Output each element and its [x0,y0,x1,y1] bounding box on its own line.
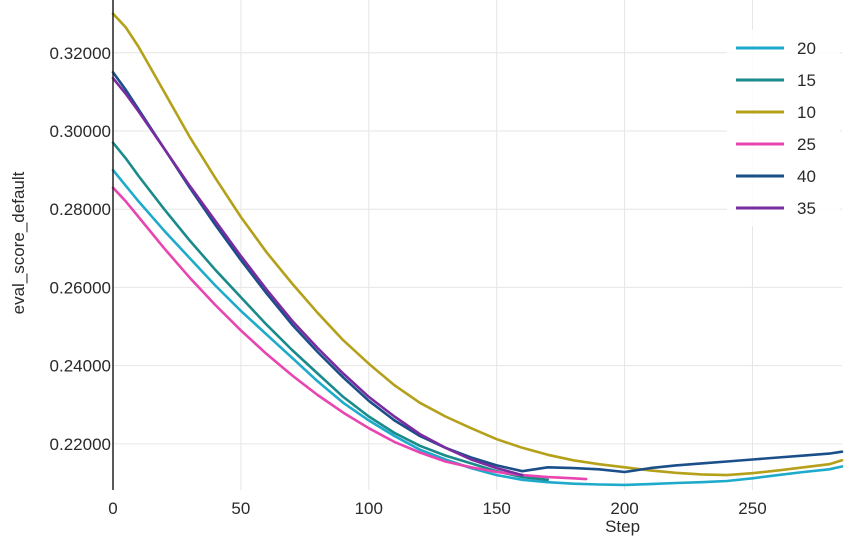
y-tick-label: 0.28000 [50,200,111,219]
grid [113,0,842,490]
legend-item-25[interactable]: 25 [736,135,816,154]
y-tick-label: 0.24000 [50,357,111,376]
y-axis-title: eval_score_default [9,171,28,314]
legend-background [727,30,840,226]
series-line-40 [111,71,844,474]
x-tick-label: 150 [482,499,510,518]
y-tick-label: 0.22000 [50,435,111,454]
series-line-25 [111,186,588,481]
series-layer [111,12,844,487]
legend-label: 15 [797,71,816,90]
legend-label: 20 [797,39,816,58]
x-axis-title: Step [605,517,640,536]
x-tick-label: 100 [355,499,383,518]
y-tick-label: 0.30000 [50,122,111,141]
y-tick-label: 0.26000 [50,278,111,297]
legend-item-10[interactable]: 10 [736,103,816,122]
y-tick-label: 0.32000 [50,44,111,63]
legend-label: 40 [797,167,816,186]
legend-item-15[interactable]: 15 [736,71,816,90]
series-line-10 [111,12,844,477]
x-tick-label: 200 [610,499,638,518]
legend-label: 25 [797,135,816,154]
x-tick-label: 50 [231,499,250,518]
legend-item-20[interactable]: 20 [736,39,816,58]
series-line-35 [111,76,524,477]
legend-item-40[interactable]: 40 [736,167,816,186]
legend-item-35[interactable]: 35 [736,199,816,218]
series-line-15 [111,141,550,482]
legend-label: 35 [797,199,816,218]
axes: 0 50 100 150 200 250 0.22000 0.24000 0.26000 0.28… [50,0,767,518]
x-tick-label: 0 [108,499,117,518]
legend-label: 10 [797,103,816,122]
x-tick-label: 250 [738,499,766,518]
legend[interactable]: 20 15 10 25 40 35 [727,30,840,226]
